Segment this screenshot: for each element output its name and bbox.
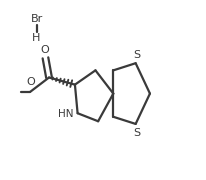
Text: Br: Br <box>30 14 42 24</box>
Text: HN: HN <box>58 109 73 119</box>
Text: S: S <box>133 127 140 138</box>
Text: O: O <box>40 45 49 55</box>
Text: O: O <box>26 77 34 87</box>
Text: S: S <box>133 50 140 60</box>
Text: H: H <box>32 33 41 43</box>
